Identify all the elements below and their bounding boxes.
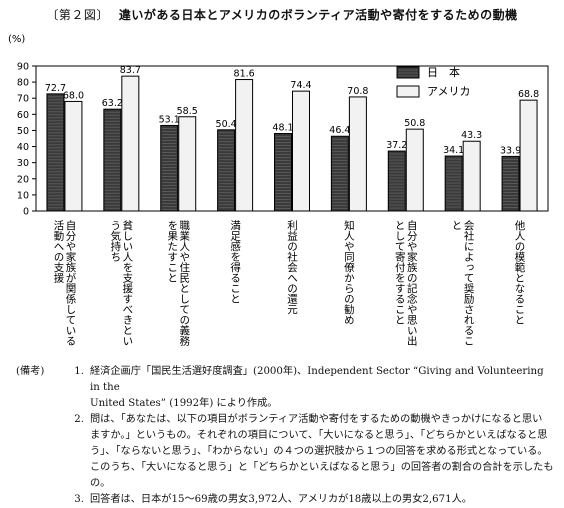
- data-label-usa: 68.8: [518, 89, 539, 100]
- data-label-japan: 63.2: [102, 98, 123, 109]
- category-label: 利益の社会への還元: [286, 220, 298, 315]
- y-tick-label: 0: [23, 207, 29, 218]
- note-number: [66, 396, 84, 412]
- bar-chart: 0 10 20 30 40 50 60 70 80 90 (%) 72.768.0 自分や家族が関係して…: [8, 34, 549, 347]
- note-text: United States” (1992年) により作成。: [90, 398, 278, 409]
- bar-japan: [217, 129, 236, 212]
- bar-usa: [292, 90, 310, 212]
- category-label: 貧しい人を支援すべきとい: [121, 219, 133, 346]
- data-label-usa: 74.4: [290, 80, 311, 91]
- bar-japan: [330, 135, 349, 212]
- data-label-japan: 37.2: [386, 140, 407, 151]
- legend-swatch-usa: [396, 85, 420, 98]
- category-label: 知人や同僚からの勧め: [343, 219, 355, 325]
- bar-usa: [405, 128, 424, 212]
- note-text: このうち、「大いになると思う」と「どちらかといえばなると思う」の回答者の割合の合…: [90, 462, 554, 489]
- note-text: 回答者は、日本が15～69歳の男女3,972人、アメリカが18歳以上の男女2,6…: [90, 494, 472, 505]
- note-head: [16, 492, 66, 508]
- note-line: ますか。」というもの。それぞれの項目について、「大いになると思う」、「どちらかと…: [16, 428, 556, 444]
- category-label: として寄付をすること: [394, 220, 406, 325]
- category-label: 自分や家族の記念や思い出: [406, 219, 418, 346]
- note-line: 2. 問は、「あなたは、以下の項目がボランティア活動や寄付をするための動機やきっか…: [16, 412, 556, 428]
- category-label: と: [451, 220, 463, 231]
- bar-japan: [444, 155, 463, 212]
- note-line: (備考) 1. 経済企画庁「国民生活選好度調査」(2000年)、Independen…: [16, 364, 556, 396]
- bar-usa: [519, 99, 538, 212]
- legend-label-usa: アメリカ: [427, 85, 470, 98]
- bar-usa: [121, 75, 140, 212]
- y-axis-label: (%): [8, 34, 25, 45]
- bar-japan: [46, 93, 65, 212]
- y-tick-label: 10: [17, 190, 29, 201]
- note-head: [16, 460, 66, 492]
- note-number: 3.: [74, 494, 84, 505]
- figure-label: 〔第２図〕: [46, 8, 109, 22]
- data-label-japan: 33.9: [500, 145, 521, 156]
- category-label: 職業人や住民としての義務: [178, 220, 190, 347]
- bar-usa: [178, 116, 197, 212]
- legend-swatch-japan: [396, 66, 420, 79]
- category-label: 会社によって奨励されるこ: [463, 219, 475, 346]
- category-label: う気持ち: [109, 220, 121, 262]
- y-tick-label: 20: [17, 174, 29, 185]
- legend-label-japan: 日 本: [427, 65, 460, 79]
- note-head: [16, 412, 66, 428]
- title-text: 違いがある日本とアメリカのボランティア活動や寄付をするための動機: [118, 8, 518, 22]
- bar-usa: [235, 79, 254, 212]
- data-label-japan: 34.1: [443, 145, 464, 156]
- data-label-usa: 68.0: [63, 90, 84, 101]
- note-number: 2.: [74, 414, 84, 425]
- bar-japan: [160, 124, 179, 212]
- category-label: を果たすこと: [166, 220, 178, 283]
- note-text: 問は、「あなたは、以下の項目がボランティア活動や寄付をするための動機やきっかけに…: [90, 414, 543, 425]
- data-label-japan: 46.4: [329, 125, 350, 136]
- data-label-usa: 81.6: [234, 69, 255, 80]
- note-number: [66, 444, 84, 460]
- note-head: [16, 444, 66, 460]
- note-line: う」、「ならないと思う」、「わからない」の４つの選択肢から１つの回答を求める形式…: [16, 444, 556, 460]
- y-tick-label: 60: [17, 110, 29, 121]
- data-label-japan: 53.1: [159, 114, 180, 125]
- y-tick-label: 80: [17, 78, 29, 89]
- data-label-japan: 72.7: [45, 83, 66, 94]
- chart-title: 〔第２図〕 違いがある日本とアメリカのボランティア活動や寄付をするための動機: [0, 6, 564, 23]
- y-tick-label: 50: [17, 126, 29, 137]
- bar-japan: [501, 155, 520, 212]
- data-label-usa: 50.8: [404, 118, 425, 129]
- note-text: う」、「ならないと思う」、「わからない」の４つの選択肢から１つの回答を求める形式…: [90, 446, 548, 457]
- y-tick-label: 70: [17, 94, 29, 105]
- category-label: 満足感を得ること: [229, 220, 241, 304]
- data-label-usa: 58.5: [177, 106, 198, 117]
- bar-usa: [462, 140, 481, 212]
- y-tick-label: 90: [17, 62, 29, 73]
- y-tick-label: 30: [17, 158, 29, 169]
- category-label: 他人の模範となること: [514, 219, 526, 325]
- category-label: 自分や家族が関係している: [64, 219, 76, 346]
- bar-usa: [348, 96, 367, 212]
- note-line: このうち、「大いになると思う」と「どちらかといえばなると思う」の回答者の割合の合…: [16, 460, 556, 492]
- data-label-japan: 48.1: [272, 123, 293, 134]
- note-number: [66, 428, 84, 444]
- note-number: 1.: [74, 366, 84, 377]
- notes-section: (備考) 1. 経済企画庁「国民生活選好度調査」(2000年)、Independen…: [16, 364, 556, 508]
- note-number: [66, 460, 84, 492]
- bar-usa: [64, 100, 83, 212]
- note-line: 3. 回答者は、日本が15～69歳の男女3,972人、アメリカが18歳以上の男女2…: [16, 492, 556, 508]
- y-tick-label: 40: [17, 142, 29, 153]
- note-text: 経済企画庁「国民生活選好度調査」(2000年)、Independent Sect…: [90, 366, 544, 393]
- note-text: ますか。」というもの。それぞれの項目について、「大いになると思う」、「どちらかと…: [90, 430, 548, 441]
- data-label-usa: 70.8: [347, 86, 368, 97]
- data-label-japan: 50.4: [216, 119, 237, 130]
- category-label: 活動への支援: [52, 220, 64, 284]
- note-head: (備考): [16, 366, 45, 377]
- note-head: [16, 396, 66, 412]
- data-label-usa: 83.7: [120, 65, 141, 76]
- data-label-usa: 43.3: [461, 130, 482, 141]
- note-line: United States” (1992年) により作成。: [16, 396, 556, 412]
- note-head: [16, 428, 66, 444]
